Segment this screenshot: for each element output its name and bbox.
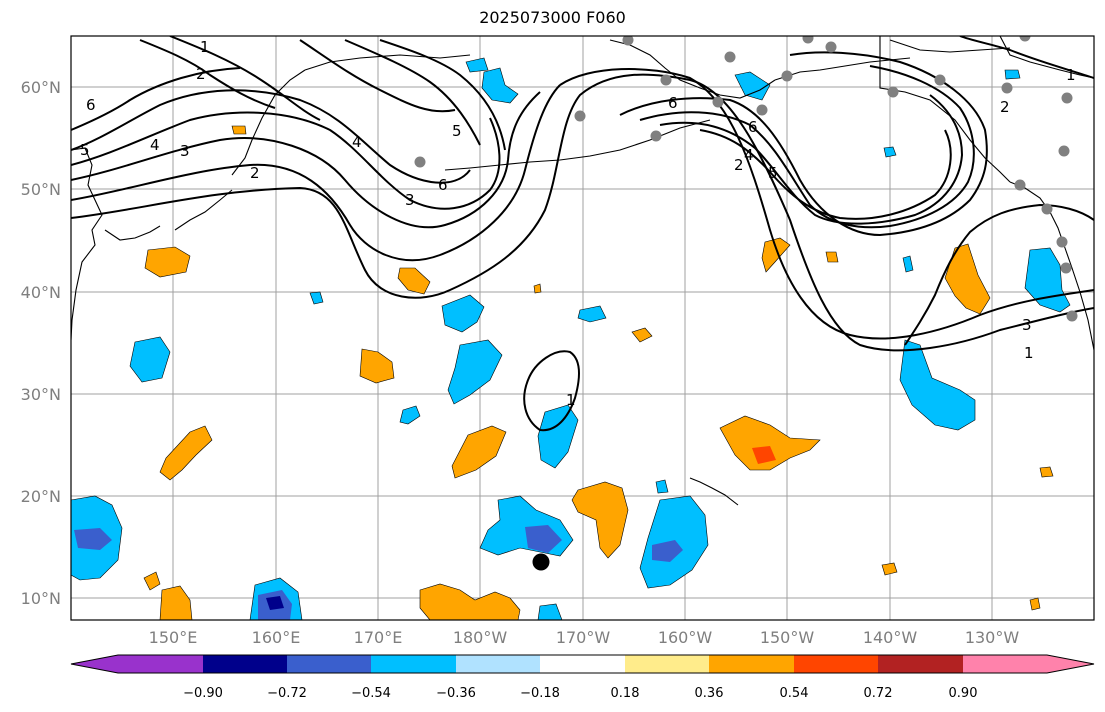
contour-label: 4 <box>744 146 754 164</box>
colorbar-outline <box>70 654 1095 674</box>
contour-label: 5 <box>768 164 778 182</box>
colorbar-segment <box>625 655 709 673</box>
contour-label: 2 <box>734 156 744 174</box>
colorbar-segment <box>878 655 963 673</box>
contour-label: 5 <box>80 141 90 159</box>
latitude-labels: 60°N 50°N 40°N 30°N 20°N 10°N <box>21 78 61 608</box>
map-title: 2025073000 F060 <box>479 8 626 27</box>
lon-label: 140°W <box>863 628 918 647</box>
lat-label: 40°N <box>21 283 61 302</box>
lon-label: 160°E <box>252 628 301 647</box>
lon-label: 170°E <box>354 628 403 647</box>
lon-label: 170°W <box>556 628 611 647</box>
storm-center-marker <box>532 553 550 571</box>
colorbar-tick-label: −0.36 <box>436 686 476 701</box>
contour-label: 6 <box>438 176 448 194</box>
contour-label: 1 <box>1024 344 1034 362</box>
colorbar-segment <box>456 655 540 673</box>
lon-label: 180°W <box>453 628 508 647</box>
contour-label: 5 <box>452 122 462 140</box>
contour-label: 6 <box>748 118 758 136</box>
colorbar-tick-label: 0.90 <box>949 686 978 701</box>
colorbar-segment <box>371 655 456 673</box>
contour-lines <box>71 36 1094 432</box>
longitude-labels: 150°E 160°E 170°E 180°W 170°W 160°W 150°… <box>149 628 1020 647</box>
contour-label: 1 <box>1066 66 1076 84</box>
lat-label: 50°N <box>21 180 61 199</box>
contour-label: 3 <box>180 142 190 160</box>
lon-label: 160°W <box>658 628 713 647</box>
negative-shading <box>71 57 1071 620</box>
lat-label: 10°N <box>21 589 61 608</box>
colorbar-tick-label: −0.54 <box>351 686 391 701</box>
lon-label: 150°E <box>149 628 198 647</box>
lat-label: 30°N <box>21 385 61 404</box>
colorbar-segment <box>287 655 371 673</box>
colorbar-tick-label: −0.90 <box>183 686 223 701</box>
colorbar-segment <box>540 655 625 673</box>
contour-label: 6 <box>668 94 678 112</box>
contour-label: 2 <box>250 164 260 182</box>
colorbar: −0.90 −0.72 −0.54 −0.36 −0.18 0.18 0.36 … <box>70 654 1095 701</box>
lon-label: 150°W <box>760 628 815 647</box>
colorbar-tick-label: 0.36 <box>695 686 724 701</box>
colorbar-segment <box>203 655 287 673</box>
contour-label: 4 <box>150 136 160 154</box>
lat-label: 20°N <box>21 487 61 506</box>
map-frame <box>70 35 1095 621</box>
contour-label: 6 <box>86 96 96 114</box>
colorbar-segment <box>71 655 203 673</box>
colorbar-tick-label: −0.72 <box>267 686 307 701</box>
colorbar-segment <box>963 655 1094 673</box>
colorbar-tick-label: 0.72 <box>864 686 893 701</box>
contour-label: 3 <box>405 191 415 209</box>
colorbar-tick-label: 0.18 <box>611 686 640 701</box>
contour-label-group: 1 2 2 3 3 4 4 5 5 6 6 1 2 4 5 6 2 1 3 1 … <box>80 38 1076 409</box>
colorbar-segment <box>794 655 878 673</box>
colorbar-segment <box>709 655 794 673</box>
contour-label: 2 <box>1000 98 1010 116</box>
station-markers <box>414 36 1078 322</box>
colorbar-tick-label: 0.54 <box>780 686 809 701</box>
gridlines <box>71 36 1094 620</box>
contour-label: 4 <box>352 133 362 151</box>
contour-label: 3 <box>1022 316 1032 334</box>
positive-shading <box>143 125 1054 620</box>
contour-label: 1 <box>566 391 576 409</box>
contour-label: 2 <box>196 65 206 83</box>
lon-label: 130°W <box>965 628 1020 647</box>
lat-label: 60°N <box>21 78 61 97</box>
colorbar-tick-label: −0.18 <box>520 686 560 701</box>
contour-label: 1 <box>200 38 210 56</box>
